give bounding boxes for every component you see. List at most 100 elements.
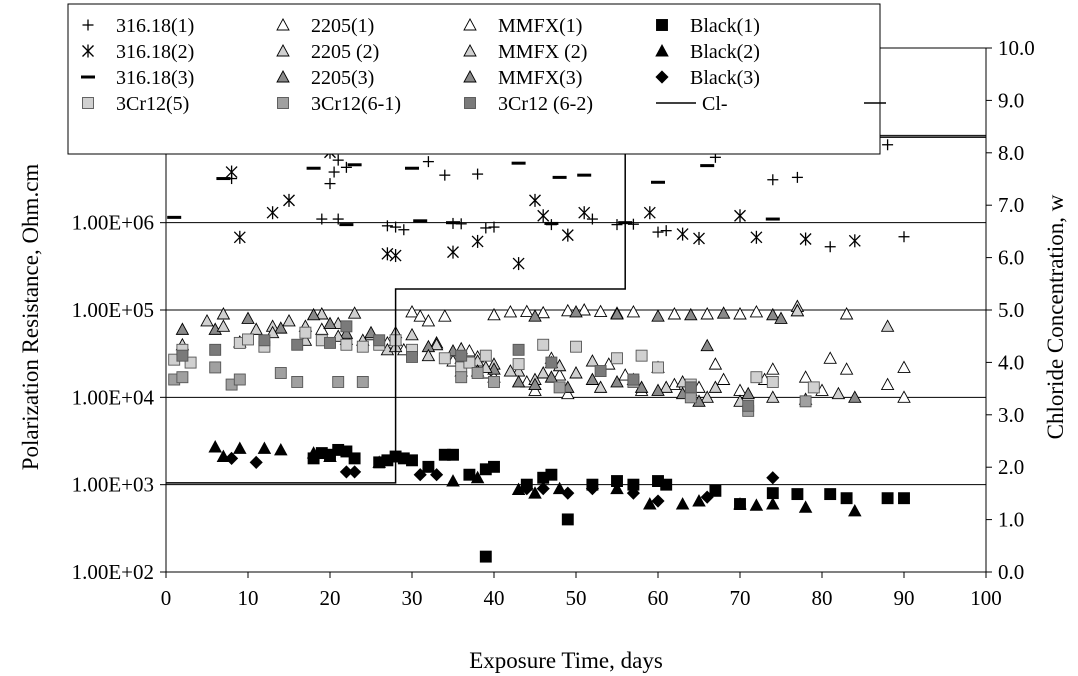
legend-label: Black(1) <box>690 15 760 37</box>
data-point <box>405 327 419 341</box>
data-point <box>848 234 861 248</box>
data-point <box>652 361 664 374</box>
legend-item: Black(1) <box>656 15 760 37</box>
data-point <box>585 482 599 496</box>
data-point <box>610 307 624 320</box>
data-point <box>766 471 780 485</box>
legend-item: MMFX(3) <box>463 67 582 89</box>
data-point <box>323 449 337 462</box>
legend-marker <box>82 19 94 31</box>
legend-marker <box>464 97 476 109</box>
data-point <box>291 338 304 351</box>
data-point <box>791 488 804 501</box>
data-point <box>340 338 353 351</box>
y2-tick-label: 3.0 <box>998 403 1024 427</box>
data-point <box>585 372 600 385</box>
data-point <box>660 225 672 237</box>
data-point <box>716 306 731 319</box>
legend-marker <box>82 44 94 58</box>
legend-label: 316.18(1) <box>116 15 194 37</box>
data-point <box>390 221 402 233</box>
data-point <box>675 497 690 510</box>
y-tick-label: 1.00E+03 <box>72 473 154 497</box>
data-point <box>266 206 279 220</box>
data-point <box>184 356 197 369</box>
data-point <box>848 504 862 517</box>
data-point <box>512 257 525 271</box>
data-point <box>249 322 263 335</box>
legend-marker <box>276 70 290 83</box>
x-tick-label: 40 <box>484 586 505 610</box>
data-point <box>242 333 254 346</box>
data-point <box>660 478 673 491</box>
data-point <box>667 307 682 320</box>
legend: 316.18(1) 316.18(2) 316.18(3) 2205(1) 2205 (… <box>67 3 886 155</box>
data-point <box>749 498 764 511</box>
legend-label: 2205(1) <box>311 15 374 37</box>
y2-tick-label: 2.0 <box>998 455 1024 479</box>
data-point <box>323 316 337 329</box>
x-tick-label: 60 <box>648 586 669 610</box>
data-point <box>512 358 525 371</box>
data-point <box>208 440 222 453</box>
data-point <box>577 303 591 316</box>
data-point <box>528 309 542 322</box>
data-point <box>840 492 853 505</box>
legend-marker <box>463 18 477 31</box>
y2-axis-label: Chloride Concentration, w <box>1043 194 1068 439</box>
data-point <box>766 307 780 321</box>
data-point <box>545 468 558 481</box>
data-point <box>741 386 755 400</box>
x-tick-label: 80 <box>812 586 833 610</box>
data-point <box>700 307 714 320</box>
data-point <box>488 376 500 388</box>
legend-label: 3Cr12(5) <box>116 93 189 115</box>
data-point <box>339 326 354 339</box>
series-7 <box>216 303 805 393</box>
data-point <box>537 209 550 223</box>
data-point <box>676 227 689 241</box>
data-point <box>594 365 607 377</box>
data-point <box>249 455 263 469</box>
data-point <box>823 351 837 364</box>
data-point <box>306 307 321 321</box>
data-point <box>324 336 336 349</box>
legend-item: 3Cr12(6-1) <box>277 93 401 115</box>
data-point <box>880 319 895 332</box>
data-point <box>799 232 812 246</box>
data-point <box>693 231 705 245</box>
x-tick-label: 0 <box>161 586 172 610</box>
data-point <box>332 376 345 388</box>
data-point <box>627 373 640 386</box>
data-point <box>274 321 288 334</box>
data-point <box>373 334 386 347</box>
data-point <box>708 357 723 370</box>
data-point <box>684 391 697 404</box>
series-5 <box>175 307 862 407</box>
data-point <box>479 349 492 362</box>
legend-marker <box>463 70 477 83</box>
data-point <box>898 492 910 505</box>
data-point <box>529 193 541 207</box>
data-point <box>536 366 550 379</box>
data-point <box>447 245 459 259</box>
data-point <box>488 221 500 233</box>
data-point <box>544 370 559 383</box>
data-point <box>209 343 222 356</box>
data-point <box>733 497 747 510</box>
data-point <box>659 380 673 393</box>
data-point <box>291 376 304 388</box>
y2-tick-label: 0.0 <box>998 560 1024 584</box>
y2-tick-label: 1.0 <box>998 508 1024 532</box>
data-point <box>651 383 665 396</box>
data-point <box>831 386 846 400</box>
data-point <box>422 156 434 168</box>
data-point <box>586 213 598 225</box>
data-point <box>356 376 369 388</box>
legend-item: 2205 (2) <box>276 41 379 63</box>
data-point <box>882 139 894 151</box>
data-point <box>626 486 640 500</box>
legend-marker <box>655 44 669 57</box>
legend-marker <box>276 18 290 31</box>
data-point <box>570 340 582 353</box>
